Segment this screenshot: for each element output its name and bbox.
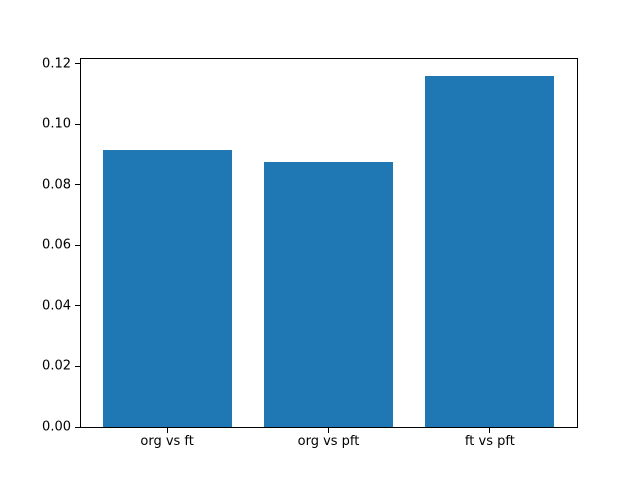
x-tick-label: org vs ft	[140, 434, 194, 449]
bar	[425, 75, 555, 427]
x-tick-mark	[166, 428, 168, 433]
bar	[263, 161, 394, 427]
x-tick-label: org vs pft	[297, 434, 360, 449]
y-tick-label: 0.02	[42, 358, 71, 374]
x-tick-mark	[328, 428, 329, 433]
y-tick-mark	[75, 305, 80, 307]
x-tick-label: ft vs pft	[464, 434, 515, 449]
y-tick-mark	[75, 426, 80, 428]
y-tick-label: 0.08	[42, 177, 71, 193]
y-tick-label: 0.06	[42, 237, 71, 253]
x-tick-mark	[489, 428, 491, 433]
y-tick-mark	[75, 63, 80, 65]
y-tick-mark	[75, 244, 80, 246]
y-tick-label: 0.00	[42, 419, 71, 435]
y-tick-mark	[75, 365, 80, 367]
y-tick-label: 0.10	[42, 116, 71, 132]
y-tick-label: 0.12	[42, 56, 71, 72]
y-tick-mark	[75, 123, 80, 125]
bar	[102, 149, 232, 427]
y-tick-mark	[75, 184, 80, 186]
y-tick-label: 0.04	[42, 298, 71, 314]
